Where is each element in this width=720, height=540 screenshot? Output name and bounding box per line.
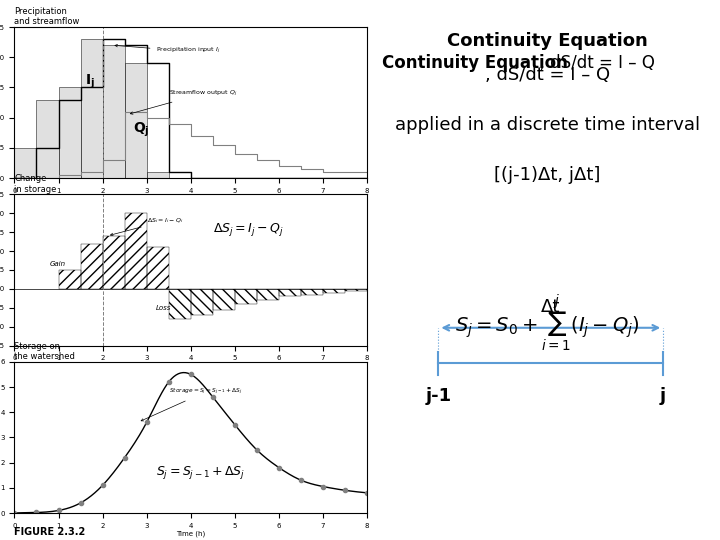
X-axis label: Time (h): Time (h) <box>176 195 205 202</box>
Bar <box>81 244 103 289</box>
Text: FIGURE 2.3.2: FIGURE 2.3.2 <box>14 526 86 537</box>
Bar <box>257 289 279 300</box>
Text: , dS/dt = I – Q: , dS/dt = I – Q <box>485 66 610 84</box>
Bar <box>103 45 125 178</box>
Text: applied in a discrete time interval: applied in a discrete time interval <box>395 116 700 134</box>
Text: Precipitation
and streamflow: Precipitation and streamflow <box>14 7 80 26</box>
Text: Continuity Equation: Continuity Equation <box>447 31 647 50</box>
Bar <box>58 87 81 178</box>
X-axis label: Time (h): Time (h) <box>176 530 205 537</box>
Bar <box>191 289 213 315</box>
Text: $\Delta S_j = I_j - Q_j$: $\Delta S_j = I_j - Q_j$ <box>213 221 284 238</box>
Bar <box>147 247 168 289</box>
Text: $\Delta S_i = I_i - Q_i$: $\Delta S_i = I_i - Q_i$ <box>110 217 183 235</box>
Bar <box>323 289 345 293</box>
Bar <box>103 236 125 289</box>
Text: $\mathbf{I_j}$: $\mathbf{I_j}$ <box>85 72 95 91</box>
Bar <box>125 63 147 178</box>
Bar <box>235 289 257 304</box>
Text: $\mathbf{Q_j}$: $\mathbf{Q_j}$ <box>133 121 150 139</box>
Bar <box>168 289 191 319</box>
Text: Storage on
the watershed: Storage on the watershed <box>14 342 76 361</box>
Text: Loss: Loss <box>156 305 171 310</box>
Bar <box>147 172 168 178</box>
Bar <box>301 289 323 294</box>
Text: $S_j = S_0 + \sum_{i=1}^{j}(I_j - Q_j)$: $S_j = S_0 + \sum_{i=1}^{j}(I_j - Q_j)$ <box>455 293 639 354</box>
Bar <box>345 289 367 291</box>
Bar <box>14 148 37 178</box>
Text: $S_j = S_{j-1} + \Delta S_j$: $S_j = S_{j-1} + \Delta S_j$ <box>156 464 245 481</box>
Text: j-1: j-1 <box>426 387 451 405</box>
Text: Precipitation input $I_j$: Precipitation input $I_j$ <box>115 44 220 56</box>
Text: $Storage = S_j = S_{j-1} + \Delta S_j$: $Storage = S_j = S_{j-1} + \Delta S_j$ <box>141 387 242 421</box>
Bar <box>279 289 301 296</box>
Bar <box>58 270 81 289</box>
Bar <box>37 99 58 178</box>
Text: , dS/dt = I – Q: , dS/dt = I – Q <box>382 54 654 72</box>
Bar <box>125 213 147 289</box>
Bar <box>81 39 103 178</box>
Text: Streamflow output $Q_j$: Streamflow output $Q_j$ <box>130 89 237 114</box>
Text: Change
in storage: Change in storage <box>14 174 57 194</box>
X-axis label: Time (h): Time (h) <box>176 363 205 369</box>
Text: Δt: Δt <box>541 298 560 316</box>
Bar <box>213 289 235 309</box>
Text: [(j-1)Δt, jΔt]: [(j-1)Δt, jΔt] <box>494 166 600 184</box>
Text: Gain: Gain <box>50 261 66 267</box>
Text: Continuity Equation: Continuity Equation <box>382 54 567 72</box>
Text: j: j <box>660 387 666 405</box>
